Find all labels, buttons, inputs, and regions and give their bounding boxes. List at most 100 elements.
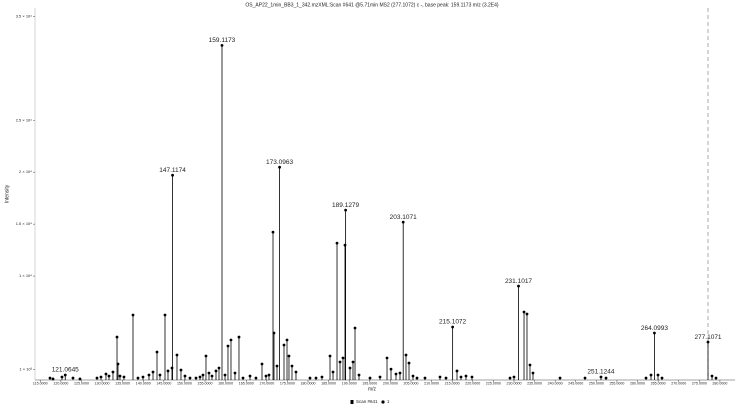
peak-dot — [175, 353, 179, 357]
peak-dot — [78, 377, 82, 381]
x-tick-label: 180.0000 — [301, 381, 316, 385]
peak-dot — [237, 335, 241, 339]
peak-dot — [260, 362, 264, 366]
peak-dot — [95, 376, 99, 380]
peak-dot — [294, 370, 298, 374]
peak-dot — [287, 354, 291, 358]
peak-dot — [320, 375, 324, 379]
x-tick-label: 220.0000 — [465, 381, 480, 385]
peak-dot — [223, 373, 227, 377]
peak-dot — [282, 343, 286, 347]
peak-dot — [290, 364, 294, 368]
peak-dot — [714, 376, 718, 380]
peak-dot — [116, 362, 120, 366]
peak-dot — [166, 369, 170, 373]
peak-dot — [464, 374, 468, 378]
peak-label: 251.1244 — [587, 369, 614, 376]
peak-dot — [233, 371, 237, 375]
x-tick-label: 195.0000 — [362, 381, 377, 385]
peak-dot — [229, 338, 233, 342]
peak-dot — [444, 376, 448, 380]
legend-label: Scan #641 — [356, 399, 378, 404]
y-tick-label: 2.5 × 10⁴ — [16, 117, 33, 122]
peak-dot — [455, 369, 459, 373]
peak-dot — [141, 375, 145, 379]
x-tick-label: 230.0000 — [506, 381, 521, 385]
peak-dot — [407, 361, 411, 365]
peak-label: 264.0993 — [641, 325, 668, 332]
peak-dot — [201, 373, 205, 377]
peak-label: 277.1071 — [694, 334, 721, 341]
x-tick-label: 190.0000 — [342, 381, 357, 385]
peak-label: 121.0645 — [52, 367, 79, 374]
legend-marker — [350, 400, 354, 404]
peak-dot — [204, 354, 208, 358]
peak-dot — [528, 363, 532, 367]
y-axis-label: Intensity — [4, 184, 10, 203]
y-tick-label: 2 × 10⁴ — [19, 169, 32, 174]
x-tick-label: 155.0000 — [198, 381, 213, 385]
y-tick-label: 1 × 10⁴ — [19, 273, 32, 278]
peak-label: 173.0963 — [266, 159, 293, 166]
peak-dot — [158, 373, 162, 377]
x-tick-label: 250.0000 — [589, 381, 604, 385]
peak-dot — [508, 376, 512, 380]
peak-dot — [198, 375, 202, 379]
peak-dot — [411, 374, 415, 378]
peak-label: 189.1279 — [332, 202, 359, 209]
peak-dot — [558, 376, 562, 380]
x-tick-label: 185.0000 — [321, 381, 336, 385]
x-tick-label: 165.0000 — [239, 381, 254, 385]
x-tick-label: 200.0000 — [383, 381, 398, 385]
peak-dot — [348, 366, 352, 370]
peak-dot — [151, 370, 155, 374]
y-tick-label: 1 × 10³ — [19, 367, 32, 372]
peak-dot — [706, 340, 710, 344]
peak-dot — [111, 370, 115, 374]
peak-dot — [241, 376, 245, 380]
peak-dot — [115, 335, 119, 339]
peak-dot — [271, 230, 275, 234]
x-tick-label: 135.0000 — [115, 381, 130, 385]
peak-dot — [171, 173, 174, 177]
peak-dot — [136, 376, 140, 380]
peak-dot — [107, 374, 111, 378]
peak-label: 159.1173 — [209, 37, 236, 44]
x-tick-label: 150.0000 — [177, 381, 192, 385]
peak-dot — [451, 325, 455, 329]
peak-dot — [147, 373, 151, 377]
x-tick-label: 270.0000 — [671, 381, 686, 385]
peak-dot — [264, 374, 268, 378]
peak-label: 215.1072 — [439, 319, 466, 326]
peak-label: 203.1071 — [390, 214, 417, 221]
peak-dot — [220, 44, 224, 47]
peak-dot — [226, 344, 230, 348]
x-tick-label: 240.0000 — [548, 381, 563, 385]
peak-dot — [328, 354, 332, 358]
x-tick-label: 275.0000 — [692, 381, 707, 385]
peak-dot — [385, 356, 389, 360]
x-tick-label: 225.0000 — [486, 381, 501, 385]
x-tick-label: 245.0000 — [568, 381, 583, 385]
peak-dot — [341, 356, 345, 360]
legend-marker — [381, 400, 385, 404]
peak-dot — [170, 366, 174, 370]
peak-dot — [267, 373, 271, 377]
peak-dot — [583, 376, 587, 380]
x-tick-label: 145.0000 — [156, 381, 171, 385]
peak-dot — [331, 370, 335, 374]
x-tick-label: 125.0000 — [74, 381, 89, 385]
peak-dot — [183, 374, 187, 378]
x-tick-label: 205.0000 — [403, 381, 418, 385]
peak-dot — [378, 375, 382, 379]
peak-dot — [401, 220, 405, 224]
peak-dot — [525, 312, 529, 316]
peak-dot — [60, 375, 64, 379]
peak-dot — [344, 208, 348, 212]
x-tick-label: 280.0000 — [712, 381, 727, 385]
peak-dot — [275, 364, 279, 368]
peak-dot — [118, 374, 122, 378]
peak-dot — [188, 376, 192, 380]
x-tick-label: 235.0000 — [527, 381, 542, 385]
peak-dot — [522, 310, 526, 314]
